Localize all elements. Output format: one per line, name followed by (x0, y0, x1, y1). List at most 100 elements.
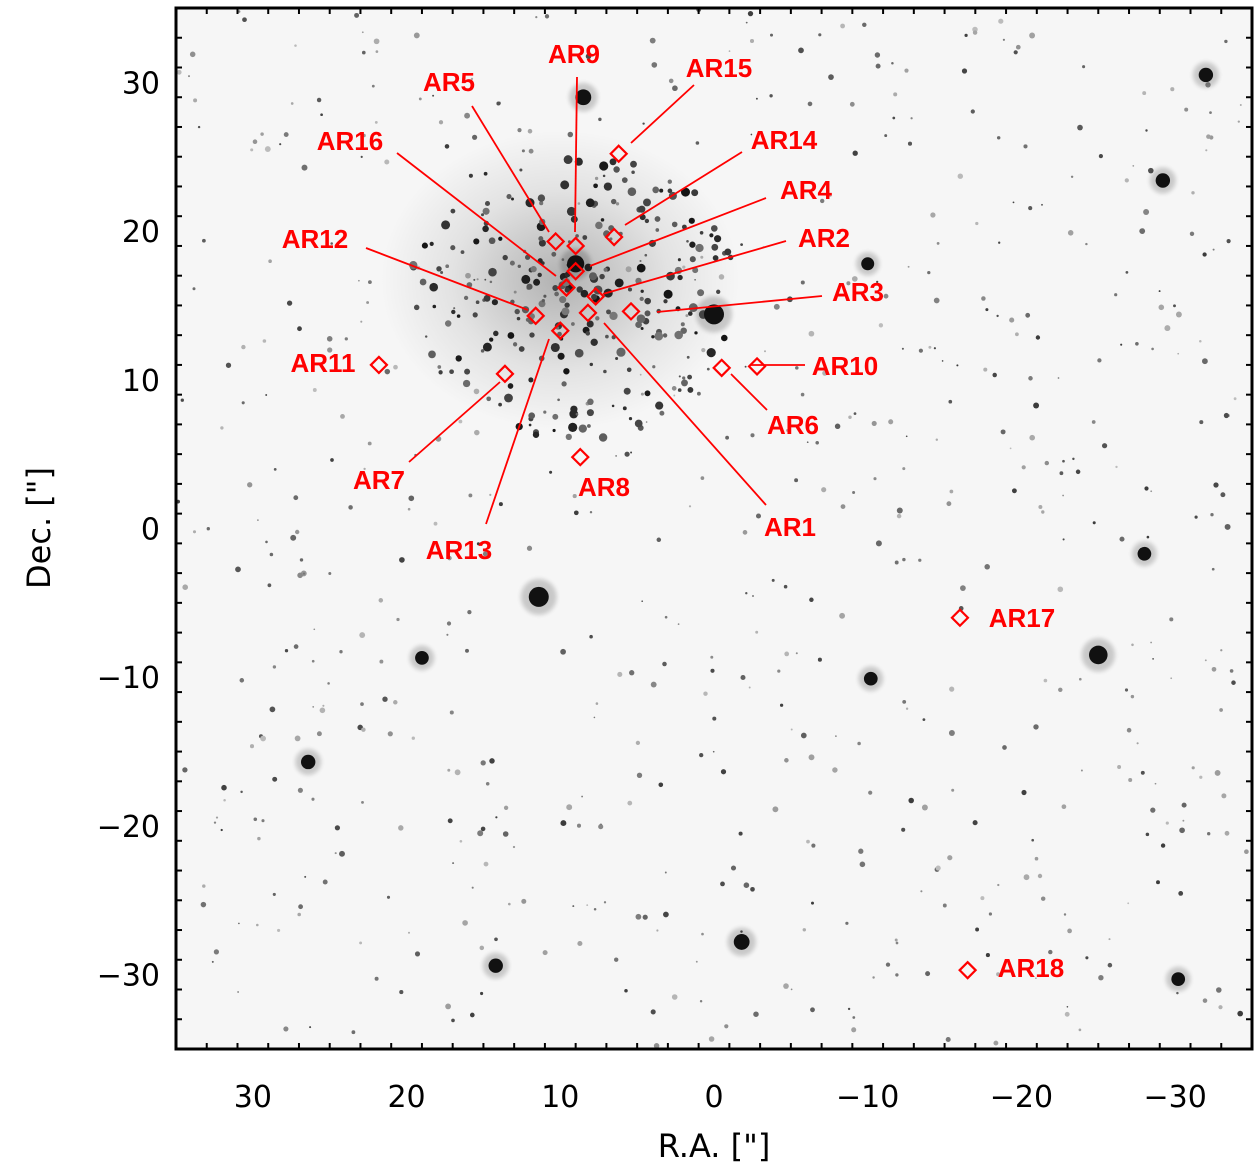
cluster-star (691, 189, 699, 197)
ar-label: AR1 (764, 512, 816, 542)
field-star (449, 710, 454, 715)
field-star (375, 50, 379, 53)
field-star (773, 303, 780, 310)
field-star (433, 521, 438, 526)
field-star (920, 890, 923, 893)
field-star (360, 155, 363, 158)
cluster-star (506, 194, 512, 200)
field-star (1233, 397, 1237, 401)
x-tick-label: −30 (1143, 1080, 1206, 1115)
cluster-star (643, 198, 651, 207)
field-star (489, 758, 495, 764)
bright-star (1198, 67, 1214, 83)
field-star (957, 173, 964, 179)
field-star (928, 345, 932, 349)
field-star (480, 991, 484, 996)
cluster-star (450, 245, 456, 251)
ar-label: AR17 (989, 603, 1055, 633)
field-star (794, 478, 799, 483)
field-star (354, 12, 360, 18)
cluster-star (561, 381, 567, 387)
field-star (1124, 688, 1129, 692)
cluster-star (552, 413, 559, 420)
field-star (821, 487, 827, 493)
cluster-star (460, 250, 465, 255)
field-star (294, 44, 297, 47)
cluster-star (586, 409, 594, 417)
field-star (992, 372, 997, 378)
cluster-star (688, 311, 693, 316)
cluster-star (483, 171, 488, 176)
field-star (975, 927, 980, 932)
field-star (474, 429, 480, 436)
field-star (594, 176, 599, 181)
field-star (1015, 332, 1019, 337)
field-star (1204, 659, 1207, 662)
cluster-star (695, 243, 704, 253)
field-star (1173, 304, 1176, 308)
field-star (1029, 434, 1036, 441)
field-star (1037, 873, 1043, 879)
field-star (1028, 206, 1033, 211)
field-star (1132, 165, 1135, 167)
field-star (625, 266, 632, 273)
cluster-star (636, 314, 646, 324)
field-star (260, 132, 264, 136)
bright-star (704, 304, 724, 325)
field-star (878, 323, 884, 328)
field-star (941, 360, 944, 362)
field-star (202, 238, 206, 243)
field-star (615, 455, 617, 457)
cluster-star (599, 161, 609, 171)
field-star (192, 530, 197, 534)
bright-star (300, 754, 316, 770)
cluster-star (667, 179, 672, 184)
field-star (777, 669, 781, 673)
ar-label: AR7 (353, 465, 405, 495)
cluster-star (681, 187, 690, 197)
field-star (1145, 832, 1150, 837)
field-star (581, 795, 584, 798)
ar-label: AR3 (832, 277, 884, 307)
field-star (1098, 154, 1103, 159)
cluster-star (491, 299, 498, 306)
field-star (180, 398, 184, 402)
cluster-star (591, 293, 598, 300)
field-star (408, 495, 415, 502)
field-star (883, 293, 889, 299)
field-star (708, 1036, 715, 1042)
ar-label: AR16 (317, 126, 383, 156)
field-star (972, 30, 978, 35)
cluster-star (652, 186, 660, 194)
field-star (818, 33, 822, 37)
field-star (589, 634, 593, 639)
cluster-star (537, 272, 542, 278)
field-star (374, 121, 378, 124)
cluster-star (585, 198, 595, 208)
cluster-star (489, 337, 494, 342)
ar-marker (950, 608, 970, 628)
cluster-star (565, 433, 572, 441)
cluster-star (566, 206, 576, 216)
cluster-star (606, 309, 611, 315)
ar-marker (621, 301, 641, 321)
field-star (615, 202, 620, 206)
field-star (235, 566, 241, 573)
field-star (348, 505, 353, 510)
field-star (1181, 802, 1187, 808)
field-star (809, 597, 814, 603)
leader-line (603, 322, 767, 506)
field-star (802, 928, 807, 932)
field-star (720, 881, 725, 887)
field-star (617, 671, 623, 677)
field-star (436, 266, 442, 272)
field-star (753, 1011, 759, 1017)
field-star (316, 731, 322, 737)
field-star (273, 468, 277, 471)
field-star (1170, 87, 1175, 92)
field-star (858, 848, 864, 854)
field-star (339, 650, 343, 654)
field-star (985, 308, 989, 312)
cluster-star (680, 327, 687, 334)
cluster-star (480, 349, 485, 353)
